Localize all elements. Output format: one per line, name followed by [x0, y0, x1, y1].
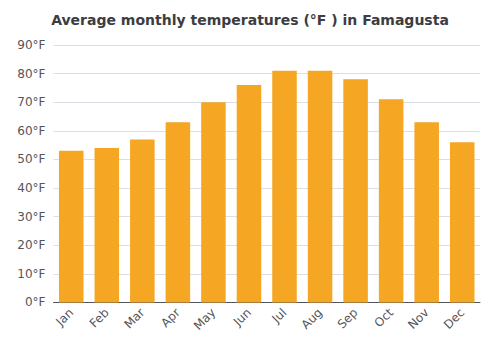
svg-text:90°F: 90°F	[17, 38, 45, 52]
svg-text:Apr: Apr	[158, 305, 183, 330]
svg-text:May: May	[191, 306, 218, 333]
svg-text:80°F: 80°F	[17, 67, 45, 81]
svg-text:50°F: 50°F	[17, 152, 45, 166]
svg-text:60°F: 60°F	[17, 124, 45, 138]
svg-text:20°F: 20°F	[17, 238, 45, 252]
svg-text:Jul: Jul	[269, 306, 290, 327]
svg-text:Average monthly temperatures (: Average monthly temperatures (°F ) in Fa…	[51, 12, 449, 28]
svg-text:30°F: 30°F	[17, 210, 45, 224]
svg-text:0°F: 0°F	[25, 295, 46, 309]
svg-text:10°F: 10°F	[17, 267, 45, 281]
svg-text:Nov: Nov	[405, 306, 431, 332]
svg-text:Aug: Aug	[299, 306, 325, 332]
svg-text:Feb: Feb	[87, 306, 112, 331]
svg-text:70°F: 70°F	[17, 95, 45, 109]
svg-text:Dec: Dec	[441, 306, 467, 332]
svg-text:40°F: 40°F	[17, 181, 45, 195]
svg-text:Oct: Oct	[372, 305, 397, 330]
svg-text:Jun: Jun	[230, 306, 254, 330]
svg-text:Mar: Mar	[121, 305, 147, 331]
svg-text:Sep: Sep	[335, 306, 361, 332]
svg-text:Jan: Jan	[53, 306, 77, 330]
